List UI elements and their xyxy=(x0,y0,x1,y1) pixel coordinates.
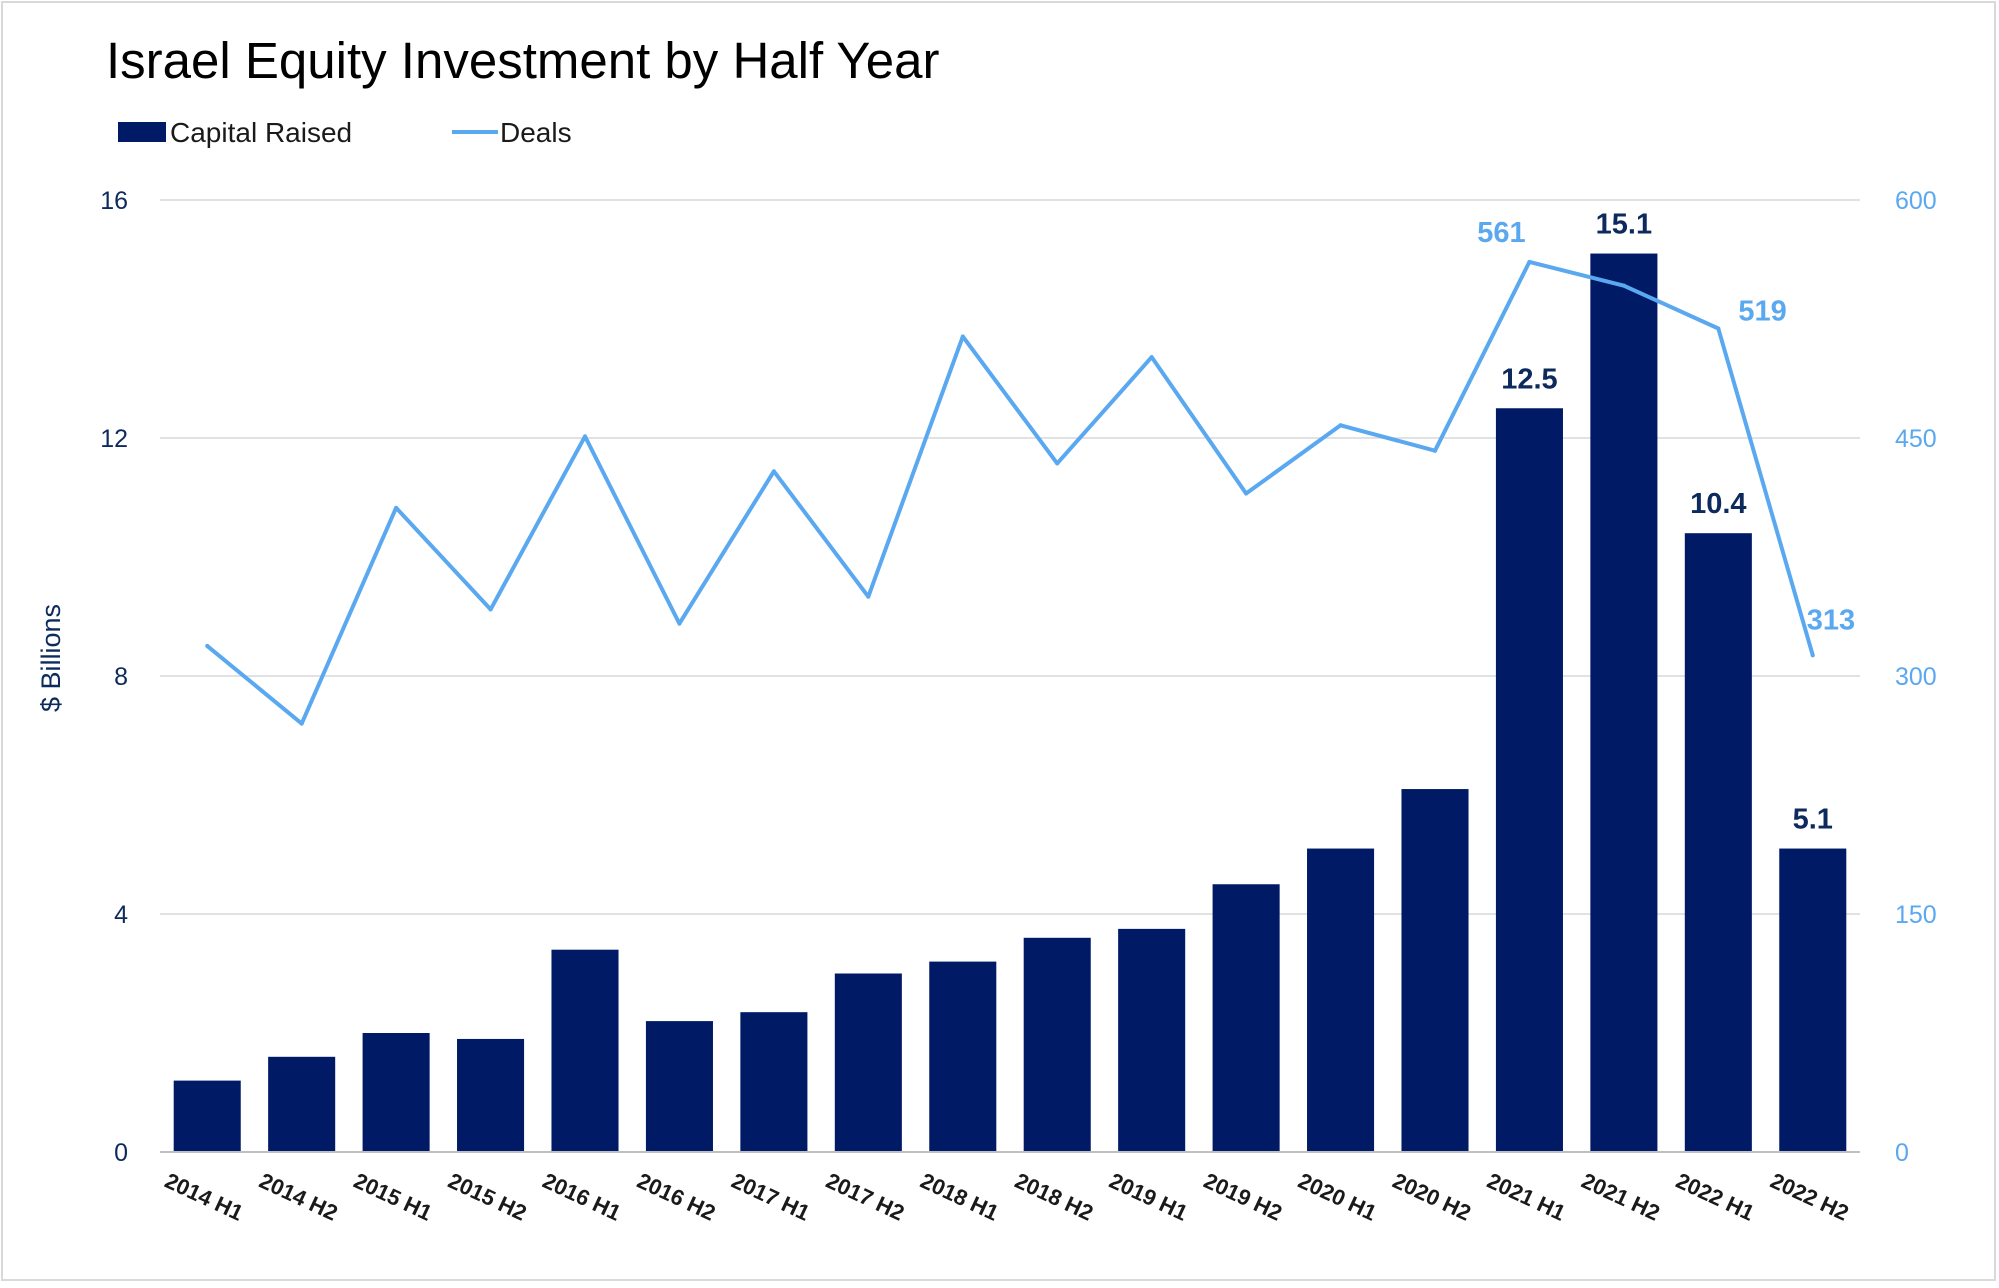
bar-data-label: 12.5 xyxy=(1501,363,1557,395)
deals-point xyxy=(205,643,210,648)
bar-capital-raised xyxy=(551,949,619,1152)
y2-tick-label: 600 xyxy=(1895,187,1937,215)
gridlines xyxy=(160,199,1860,915)
bar-capital-raised xyxy=(834,973,902,1152)
y2-tick-label: 300 xyxy=(1895,663,1937,691)
line-data-label: 313 xyxy=(1807,604,1855,636)
bar-capital-raised xyxy=(1684,533,1752,1152)
legend: Capital Raised Deals xyxy=(118,117,572,148)
y-tick-label: 16 xyxy=(100,187,128,215)
bar-capital-raised xyxy=(362,1033,430,1152)
bar-capital-raised xyxy=(173,1080,241,1152)
bar-data-label: 15.1 xyxy=(1596,209,1652,241)
bar-data-label: 10.4 xyxy=(1690,488,1746,520)
bar-data-label: 5.1 xyxy=(1793,804,1833,836)
legend-swatch-capital-raised xyxy=(118,122,166,142)
bar-capital-raised xyxy=(268,1056,336,1152)
deals-point xyxy=(1810,653,1815,658)
deals-point xyxy=(394,505,399,510)
y2-tick-label: 450 xyxy=(1895,425,1937,453)
bar-capital-raised xyxy=(1307,848,1375,1152)
bar-capital-raised xyxy=(1212,884,1280,1152)
bar-capital-raised xyxy=(929,961,997,1152)
y-tick-label: 4 xyxy=(114,901,128,929)
line-data-label: 561 xyxy=(1477,217,1525,249)
bar-capital-raised xyxy=(1401,789,1469,1152)
deals-point xyxy=(866,594,871,599)
deals-point xyxy=(1716,326,1721,331)
deals-point xyxy=(488,607,493,612)
bar-capital-raised xyxy=(1590,253,1658,1153)
deals-point xyxy=(1527,259,1532,264)
bar-capital-raised xyxy=(1023,937,1091,1152)
y2-tick-label: 0 xyxy=(1895,1139,1909,1167)
deals-line-series xyxy=(205,259,1815,726)
deals-point xyxy=(677,621,682,626)
deals-point xyxy=(1433,448,1437,453)
deals-point xyxy=(299,721,304,726)
y-tick-label: 12 xyxy=(100,425,128,453)
bar-capital-raised xyxy=(1779,848,1847,1152)
data-labels: 12.5 15.1 10.4 5.1 561 519 313 xyxy=(1477,209,1855,836)
y2-tick-label: 150 xyxy=(1895,901,1937,929)
deals-point xyxy=(771,469,776,474)
y-axis-label: $ Billions xyxy=(36,604,66,712)
bar-capital-raised xyxy=(645,1021,713,1152)
legend-label-deals: Deals xyxy=(500,117,572,148)
line-data-label: 519 xyxy=(1738,296,1786,328)
bar-capital-raised xyxy=(1118,928,1186,1152)
bar-capital-raised xyxy=(740,1012,808,1152)
deals-point xyxy=(583,434,587,439)
deals-point xyxy=(1338,423,1343,428)
deals-point xyxy=(1055,461,1060,466)
legend-label-capital-raised: Capital Raised xyxy=(170,117,352,148)
bar-capital-raised xyxy=(1495,408,1563,1152)
y-tick-label: 0 xyxy=(114,1139,128,1167)
deals-point xyxy=(1621,283,1626,288)
bars xyxy=(173,253,1847,1153)
y-tick-label: 8 xyxy=(114,663,128,691)
chart-title: Israel Equity Investment by Half Year xyxy=(106,32,939,89)
deals-point xyxy=(960,334,965,339)
deals-point xyxy=(1244,491,1249,496)
bar-capital-raised xyxy=(457,1038,525,1152)
deals-line xyxy=(205,259,1815,726)
deals-point xyxy=(1149,355,1154,360)
